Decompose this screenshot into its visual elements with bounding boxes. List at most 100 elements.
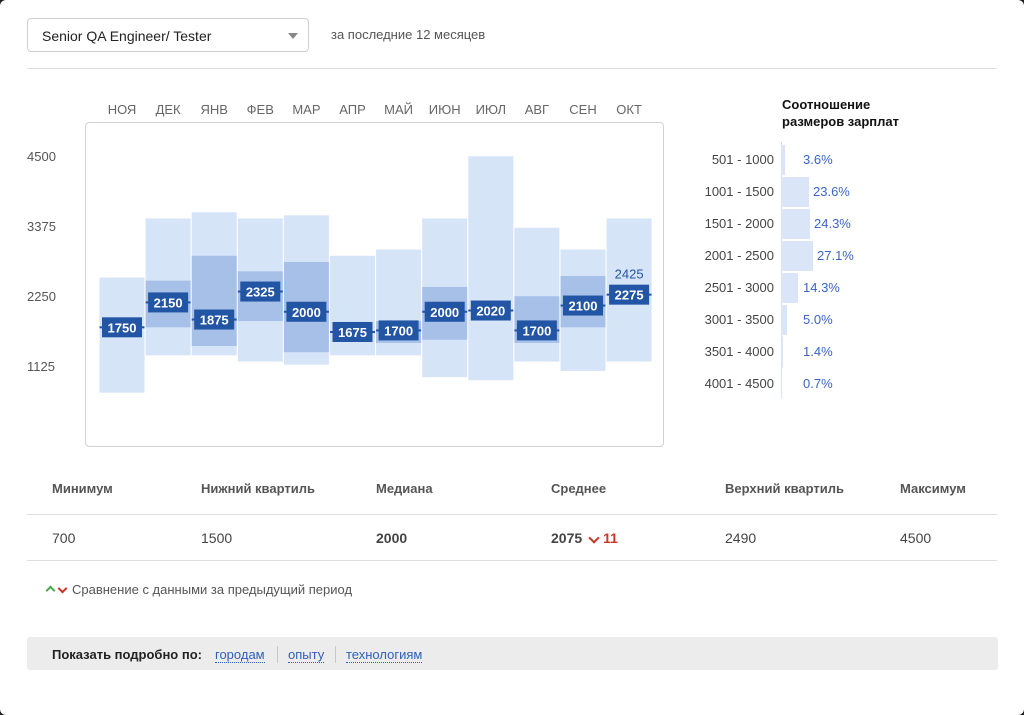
period-label: за последние 12 месяцев <box>331 27 486 42</box>
month-label: АВГ <box>525 102 549 117</box>
median-label: 1700 <box>384 323 413 338</box>
ratio-range-label: 2501 - 3000 <box>704 280 774 295</box>
stat-header-mean: Среднее <box>551 481 607 496</box>
median-label-bg <box>194 309 235 330</box>
quartile-bar <box>191 255 237 346</box>
stat-q3: 2490 <box>725 530 757 546</box>
separator <box>335 646 336 663</box>
median-label: 1700 <box>522 323 551 338</box>
ratio-range-label: 1001 - 1500 <box>704 184 774 199</box>
month-label: ИЮЛ <box>476 102 506 117</box>
median-label-bg <box>286 301 327 322</box>
median-label: 1750 <box>108 320 137 335</box>
stat-header-q3: Верхний квартиль <box>725 481 844 496</box>
y-tick-label: 3375 <box>27 219 56 234</box>
ratio-bar <box>781 369 782 399</box>
details-label: Показать подробно по: <box>52 647 202 662</box>
stat-header-q1: Нижний квартиль <box>201 481 315 496</box>
month-label: НОЯ <box>108 102 137 117</box>
stat-mean: 2075 11 <box>551 530 618 546</box>
ratio-title-line1: Соотношение <box>782 97 871 112</box>
salary-chart: 4500 3375 2250 1125 НОЯ ДЕК ЯНВ ФЕВ МАР АПР МАЙ ИЮН… <box>27 102 652 393</box>
ratio-bar <box>781 177 809 207</box>
stat-median: 2000 <box>376 530 408 546</box>
ratio-percent: 0.7% <box>803 376 833 391</box>
arrow-down-icon <box>588 532 600 544</box>
ratio-row: 1501 - 2000 24.3% <box>690 209 990 239</box>
median-label: 1875 <box>200 313 229 328</box>
y-tick-label: 1125 <box>27 359 55 374</box>
stat-header-min: Минимум <box>52 481 113 496</box>
ratio-range-label: 3001 - 3500 <box>704 312 774 327</box>
median-label: 2000 <box>430 305 459 320</box>
month-label: ФЕВ <box>247 102 274 117</box>
position-select-value: Senior QA Engineer/ Tester <box>42 28 212 44</box>
ratio-row: 4001 - 4500 0.7% <box>690 369 990 399</box>
median-label: 2150 <box>154 295 183 310</box>
ratio-range-label: 2001 - 2500 <box>704 248 774 263</box>
ratio-range-label: 4001 - 4500 <box>704 376 774 391</box>
ratio-row: 2501 - 3000 14.3% <box>690 273 990 303</box>
median-label-bg <box>516 320 557 341</box>
month-label: МАЙ <box>384 102 413 117</box>
ratio-title: Соотношение размеров зарплат <box>782 96 899 130</box>
ratio-percent: 23.6% <box>813 184 850 199</box>
ratio-bar <box>781 273 798 303</box>
month-label: СЕН <box>569 102 596 117</box>
median-label-bg <box>378 320 419 341</box>
ratio-bar <box>781 305 787 335</box>
compare-legend: Сравнение с данными за предыдущий период <box>45 582 352 597</box>
ratio-row: 501 - 1000 3.6% <box>690 145 990 175</box>
arrow-down-icon <box>57 583 68 594</box>
ratio-percent: 14.3% <box>803 280 840 295</box>
ratio-percent: 27.1% <box>817 248 854 263</box>
separator <box>277 646 278 663</box>
chevron-down-icon <box>288 33 298 39</box>
stat-mean-delta: 11 <box>603 530 618 546</box>
median-label: 2325 <box>246 285 275 300</box>
ratio-bar <box>781 145 785 175</box>
details-bar: Показать подробно по: городам опыту техн… <box>27 637 998 670</box>
ratio-row: 2001 - 2500 27.1% <box>690 241 990 271</box>
ratio-percent: 3.6% <box>803 152 833 167</box>
mean-label: 2425 <box>615 267 644 282</box>
median-label: 2275 <box>615 288 644 303</box>
ratio-percent: 24.3% <box>814 216 851 231</box>
stat-header-median: Медиана <box>376 481 433 496</box>
ratio-percent: 1.4% <box>803 344 833 359</box>
median-label: 2020 <box>476 304 505 319</box>
median-label-bg <box>609 284 650 305</box>
ratio-bar <box>781 241 813 271</box>
median-label: 2100 <box>569 299 598 314</box>
ratio-range-label: 1501 - 2000 <box>704 216 774 231</box>
stat-q1: 1500 <box>201 530 233 546</box>
ratio-row: 3501 - 4000 1.4% <box>690 337 990 367</box>
link-technologies[interactable]: технологиям <box>346 647 423 663</box>
median-label-bg <box>470 300 511 321</box>
ratio-bar <box>781 337 783 367</box>
link-cities[interactable]: городам <box>215 647 265 663</box>
link-experience[interactable]: опыту <box>288 647 325 663</box>
y-tick-label: 2250 <box>27 289 56 304</box>
chart-frame <box>85 122 664 447</box>
ratio-row: 1001 - 1500 23.6% <box>690 177 990 207</box>
ratio-range-label: 501 - 1000 <box>711 152 774 167</box>
median-label-bg <box>424 301 465 322</box>
ratio-percent: 5.0% <box>803 312 833 327</box>
ratio-row: 3001 - 3500 5.0% <box>690 305 990 335</box>
divider <box>27 514 997 515</box>
position-select[interactable]: Senior QA Engineer/ Tester <box>27 18 309 52</box>
stat-header-max: Максимум <box>900 481 966 496</box>
month-label: ДЕК <box>156 102 181 117</box>
arrow-up-icon <box>45 585 56 596</box>
range-bar <box>468 156 514 381</box>
y-tick-label: 4500 <box>27 149 56 164</box>
month-label: ИЮН <box>429 102 461 117</box>
median-label-bg <box>102 317 142 338</box>
stat-max: 4500 <box>900 530 932 546</box>
stat-mean-value: 2075 <box>551 530 583 546</box>
ratio-bar <box>781 209 810 239</box>
ratio-title-line2: размеров зарплат <box>782 114 899 129</box>
compare-text: Сравнение с данными за предыдущий период <box>72 582 353 597</box>
